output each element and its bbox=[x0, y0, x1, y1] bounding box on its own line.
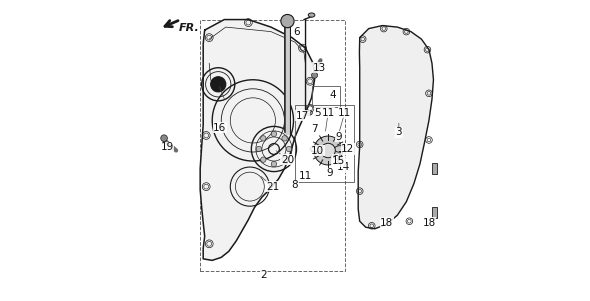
Circle shape bbox=[282, 136, 287, 141]
Circle shape bbox=[321, 143, 335, 158]
Bar bbox=[295, 105, 353, 182]
Circle shape bbox=[281, 14, 294, 28]
Circle shape bbox=[271, 161, 277, 167]
Text: 5: 5 bbox=[314, 108, 321, 118]
Text: 13: 13 bbox=[313, 63, 326, 73]
Text: 20: 20 bbox=[281, 154, 294, 165]
Ellipse shape bbox=[308, 13, 315, 17]
Text: 8: 8 bbox=[291, 180, 299, 190]
Text: 21: 21 bbox=[266, 182, 279, 192]
Text: 9: 9 bbox=[326, 168, 333, 178]
Circle shape bbox=[256, 146, 261, 152]
Text: FR.: FR. bbox=[179, 23, 200, 33]
Bar bbox=[432, 163, 437, 174]
Text: 17: 17 bbox=[296, 111, 309, 121]
Text: 14: 14 bbox=[336, 162, 350, 172]
Ellipse shape bbox=[335, 146, 346, 152]
Polygon shape bbox=[200, 20, 314, 260]
Text: 2: 2 bbox=[260, 270, 267, 281]
Circle shape bbox=[312, 72, 317, 78]
Bar bbox=[432, 207, 437, 218]
Bar bbox=[312, 86, 340, 107]
Text: 11: 11 bbox=[338, 108, 351, 118]
Circle shape bbox=[160, 135, 168, 141]
Text: 15: 15 bbox=[332, 156, 345, 166]
Text: 18: 18 bbox=[380, 218, 394, 228]
Text: 12: 12 bbox=[341, 144, 355, 154]
Text: 10: 10 bbox=[311, 145, 324, 156]
Text: 7: 7 bbox=[312, 124, 318, 135]
Circle shape bbox=[282, 157, 287, 162]
Circle shape bbox=[211, 77, 226, 92]
Circle shape bbox=[261, 157, 266, 162]
Text: 4: 4 bbox=[329, 90, 336, 100]
Circle shape bbox=[271, 131, 277, 137]
Circle shape bbox=[314, 136, 343, 165]
Ellipse shape bbox=[305, 110, 312, 115]
Text: 11: 11 bbox=[299, 171, 312, 181]
Text: 9: 9 bbox=[332, 154, 339, 165]
Text: 16: 16 bbox=[213, 123, 227, 133]
Text: 6: 6 bbox=[293, 26, 300, 37]
Circle shape bbox=[261, 136, 266, 141]
Text: 3: 3 bbox=[395, 127, 402, 138]
Text: 18: 18 bbox=[422, 218, 435, 228]
Bar bbox=[200, 20, 345, 271]
Ellipse shape bbox=[310, 146, 322, 152]
Text: 19: 19 bbox=[160, 142, 173, 153]
Text: 11: 11 bbox=[322, 108, 335, 118]
Polygon shape bbox=[358, 26, 434, 229]
Circle shape bbox=[286, 146, 291, 152]
Text: 9: 9 bbox=[335, 132, 342, 142]
